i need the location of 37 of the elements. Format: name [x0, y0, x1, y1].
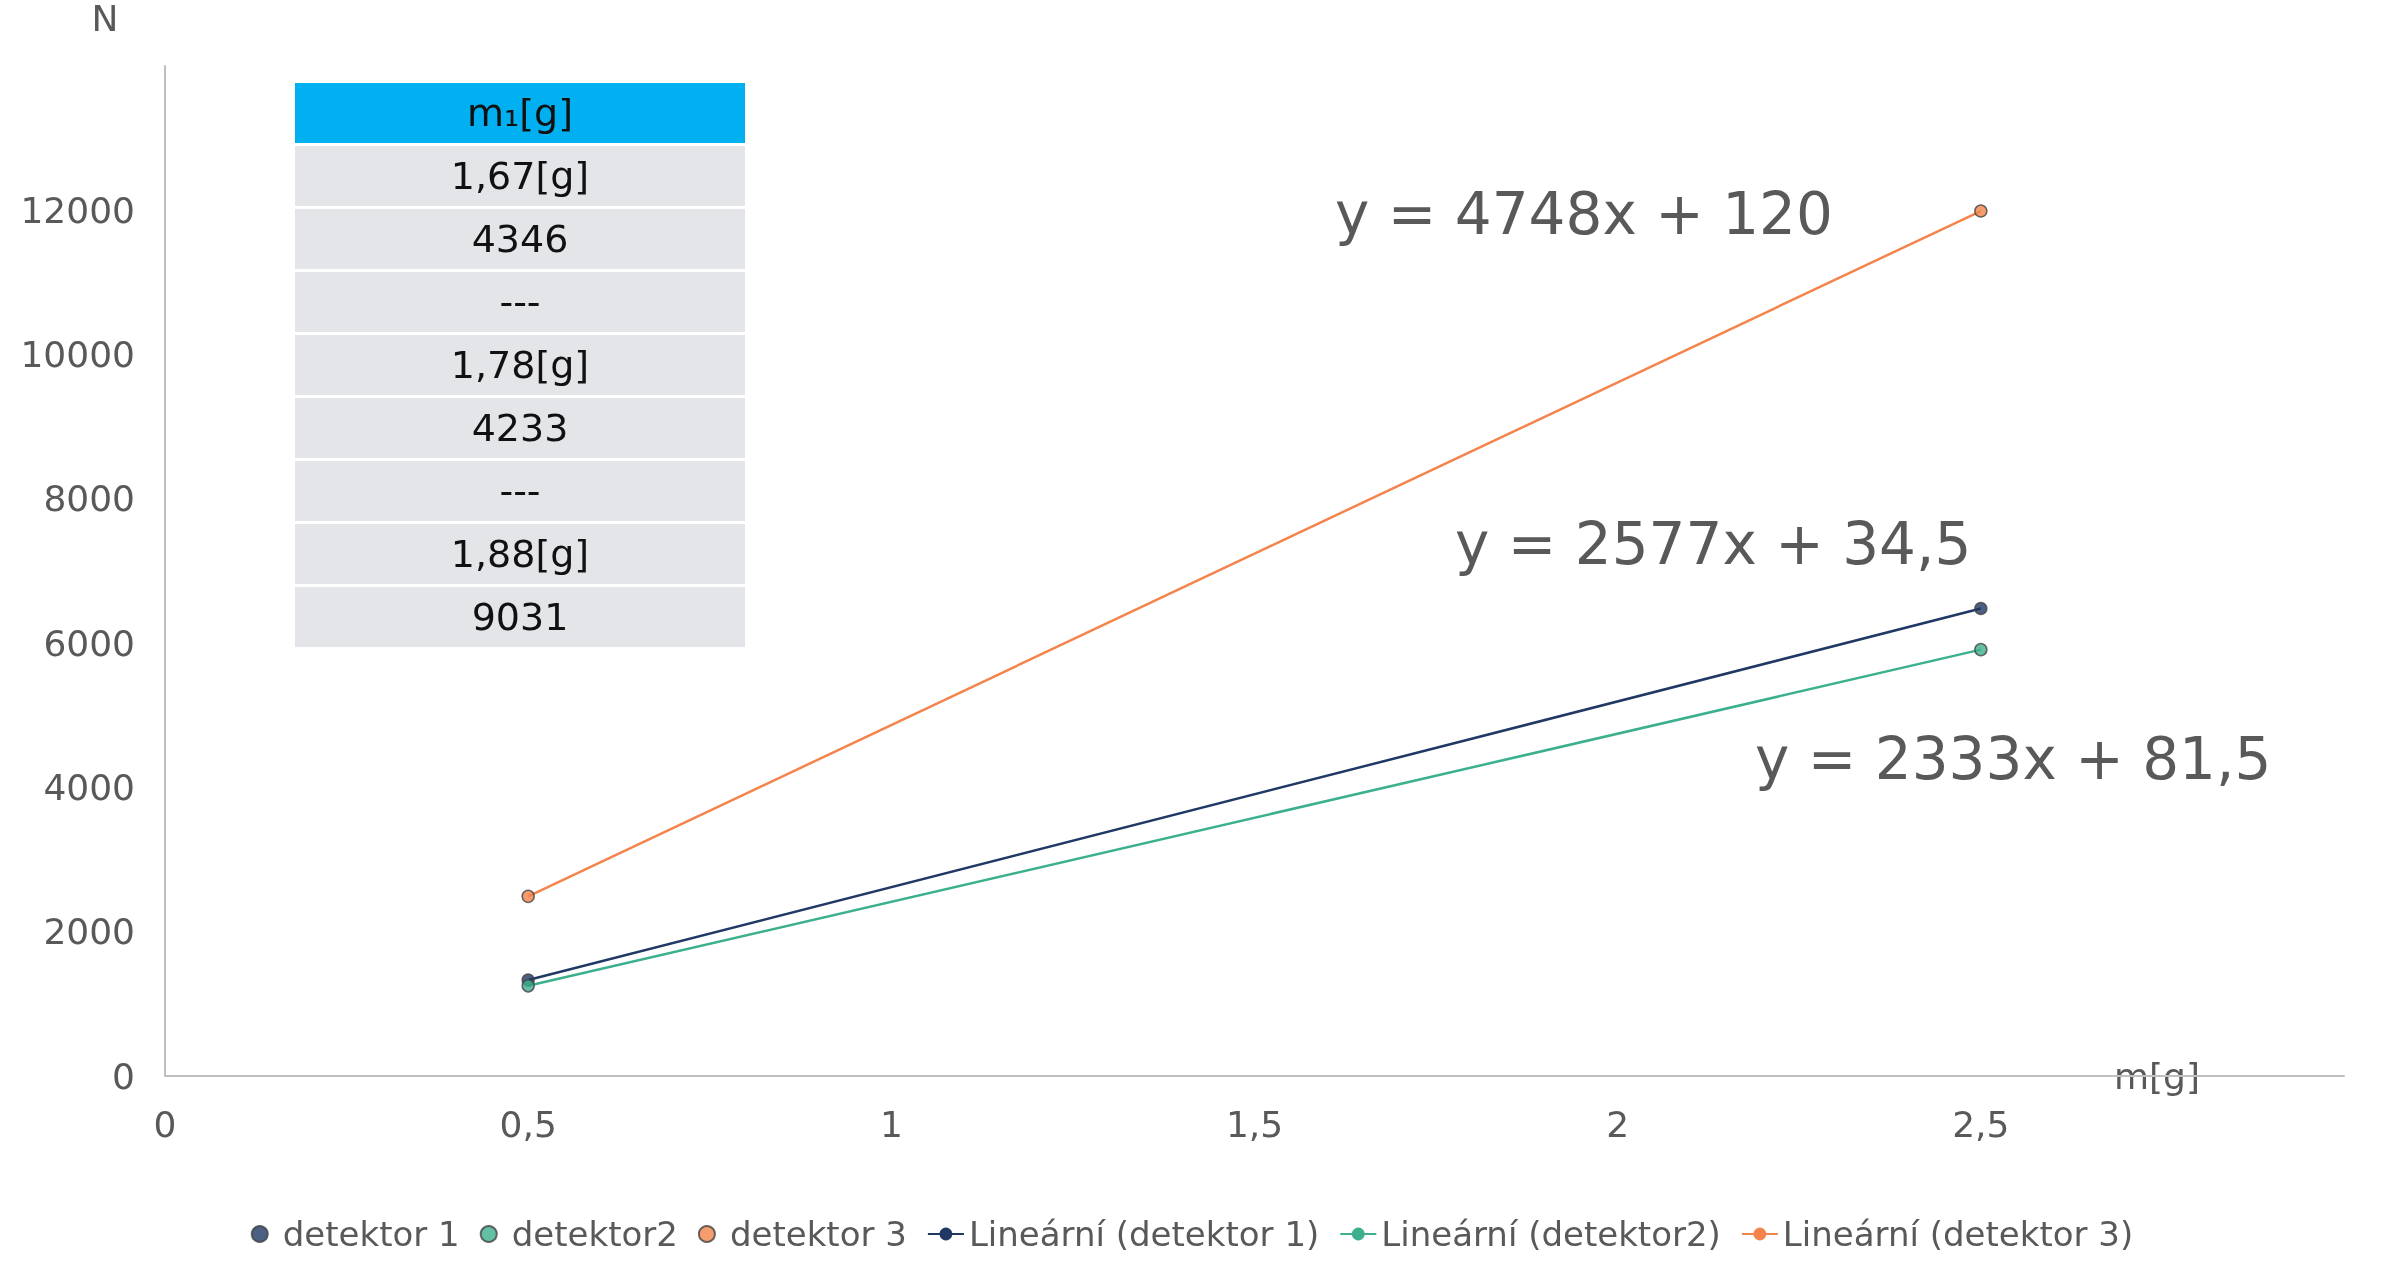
annotation: y = 4748x + 120 — [1335, 180, 1833, 248]
x-tick-label: 0,5 — [499, 1103, 557, 1145]
legend-label: Lineární (detektor 3) — [1782, 1214, 2134, 1254]
legend-label: Lineární (detektor2) — [1381, 1214, 1721, 1254]
x-tick-label: 2 — [1606, 1103, 1630, 1145]
y-tick-label: 2000 — [43, 911, 135, 953]
annotation: m₁[g] — [295, 83, 745, 143]
annotation: 9031 — [295, 587, 745, 647]
y-tick-label: 4000 — [43, 766, 135, 808]
legend-label: Lineární (detektor 1) — [968, 1214, 1320, 1254]
annotation: 4346 — [295, 209, 745, 269]
legend-label: detektor 1 — [282, 1214, 460, 1254]
point — [1974, 601, 1988, 616]
y-tick-label: 6000 — [43, 622, 135, 664]
y-tick-label: 0 — [112, 1055, 135, 1097]
x-tick-label: 1,5 — [1225, 1103, 1284, 1145]
annotation: 1,88[g] — [295, 524, 745, 584]
legend-label: detektor 3 — [729, 1214, 907, 1254]
point — [1974, 204, 1988, 218]
annotation: --- — [295, 461, 745, 521]
annotation: y = 2333x + 81,5 — [1755, 725, 2272, 793]
y-tick-label: 12000 — [20, 189, 135, 231]
x-tick-label: 2,5 — [1952, 1103, 2010, 1145]
annotation: 1,67[g] — [295, 146, 745, 206]
x-tick-label: 1 — [879, 1103, 903, 1145]
x-tick-label: 0 — [153, 1103, 177, 1145]
legend-label: detektor2 — [511, 1214, 678, 1254]
point — [521, 979, 535, 993]
point — [1974, 642, 1988, 657]
y-axis-title: N — [91, 0, 119, 39]
annotation: --- — [295, 272, 745, 332]
annotation: 4233 — [295, 398, 745, 458]
y-tick-label: 8000 — [43, 478, 135, 520]
point — [521, 889, 535, 904]
annotation: y = 2577x + 34,5 — [1455, 510, 1972, 578]
y-tick-label: 10000 — [20, 334, 135, 376]
annotation: 1,78[g] — [295, 335, 745, 395]
